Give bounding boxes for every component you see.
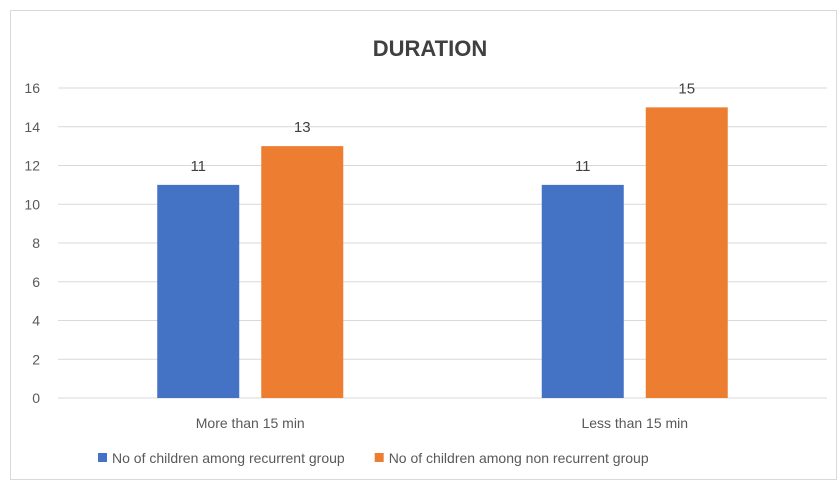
bar	[645, 107, 728, 398]
y-tick-label: 0	[32, 390, 40, 406]
data-label: 11	[190, 158, 206, 175]
legend-swatch	[98, 453, 107, 462]
data-label: 11	[575, 158, 591, 175]
chart-title: DURATION	[373, 36, 487, 61]
y-tick-label: 10	[24, 196, 40, 212]
x-axis-categories: More than 15 min Less than 15 min	[196, 415, 688, 431]
legend-label: No of children among non recurrent group	[389, 450, 649, 466]
bar	[157, 184, 240, 398]
x-category-label: More than 15 min	[196, 415, 305, 431]
data-label: 15	[678, 80, 695, 97]
y-tick-label: 2	[32, 351, 40, 367]
legend-label: No of children among recurrent group	[112, 450, 345, 466]
y-axis-ticks: 0 2 4 6 8 10 12 14 16	[24, 80, 40, 406]
y-tick-label: 6	[32, 274, 40, 290]
data-label: 13	[294, 119, 311, 136]
bars	[157, 107, 728, 398]
legend-swatch	[374, 453, 384, 462]
x-category-label: Less than 15 min	[581, 415, 688, 431]
y-tick-label: 8	[32, 235, 40, 251]
y-tick-label: 16	[24, 80, 40, 96]
legend: No of children among recurrent group No o…	[98, 450, 649, 466]
y-tick-label: 12	[24, 158, 40, 174]
data-labels: 11 13 11 15	[190, 80, 695, 175]
y-tick-label: 4	[32, 313, 40, 329]
bar	[261, 146, 344, 398]
y-tick-label: 14	[24, 119, 40, 135]
bar	[541, 184, 624, 398]
